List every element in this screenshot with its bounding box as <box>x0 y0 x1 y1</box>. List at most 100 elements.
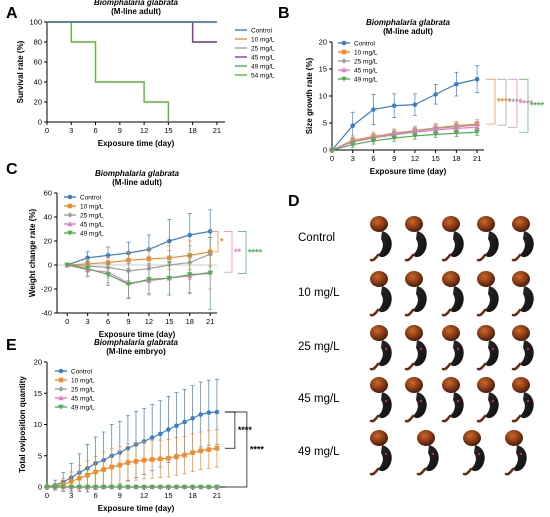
data-point <box>432 132 439 138</box>
data-point <box>149 484 155 490</box>
legend-label: 10 mg/L <box>354 50 378 57</box>
data-point <box>182 452 187 458</box>
data-point <box>165 484 172 490</box>
data-point <box>166 275 173 281</box>
y-tick-label: 10 <box>319 92 327 101</box>
snail-spot <box>526 347 530 351</box>
snail-photo <box>441 271 464 317</box>
x-axis-label: Exposure time (day) <box>98 139 175 148</box>
snail-body <box>485 286 499 313</box>
data-point <box>133 459 139 464</box>
y-tick-label: 10 <box>34 420 42 429</box>
legend-label: 25 mg/L <box>354 59 378 66</box>
snail-foot <box>404 414 415 423</box>
x-tick-label: 18 <box>186 317 194 326</box>
snail-spot <box>431 452 435 456</box>
x-tick-label: 12 <box>140 491 148 500</box>
significance-label: * <box>220 237 224 247</box>
legend-marker <box>58 386 64 392</box>
snail-photo <box>369 271 392 317</box>
snail-spot <box>419 399 423 403</box>
snail-foot <box>441 308 452 317</box>
chart-c: Biomphalaria glabrata(M-line adult) 0 3 6 9 1… <box>28 169 263 339</box>
y-tick-label: 20 <box>319 38 327 47</box>
data-point <box>108 484 115 490</box>
data-point <box>146 277 152 283</box>
data-point <box>412 129 418 135</box>
snail-foot <box>511 414 522 423</box>
significance-bracket <box>519 78 529 133</box>
snail-shell <box>477 325 495 341</box>
snail-photo <box>511 216 534 262</box>
data-point <box>125 460 131 465</box>
panel-letter-d: D <box>288 193 300 210</box>
data-point <box>109 464 115 470</box>
snail-shell <box>477 216 495 232</box>
legend-label: Control <box>80 195 102 202</box>
legend-marker <box>58 368 64 374</box>
snail-body <box>471 445 485 472</box>
x-tick-label: 9 <box>118 126 122 135</box>
snail-foot <box>369 414 380 423</box>
legend-label: 49 mg/L <box>71 405 95 412</box>
x-tick-label: 9 <box>392 154 396 163</box>
snail-foot <box>369 362 380 371</box>
x-axis-label: Exposure time (day) <box>99 330 176 339</box>
data-point <box>100 484 107 490</box>
data-point <box>214 445 220 451</box>
data-point <box>157 484 164 490</box>
snail-body <box>413 231 427 258</box>
data-point <box>391 103 397 109</box>
photo-panel-d: Control 10 mg/L 25 mg/L 45 mg/L 49 mg/L <box>298 216 534 476</box>
significance-label: **** <box>250 445 265 455</box>
legend-label: 49 mg/L <box>80 231 104 238</box>
snail-body <box>520 286 534 313</box>
snail-shell <box>512 377 530 393</box>
snail-foot <box>441 253 452 262</box>
x-axis-label: Exposure time (day) <box>370 167 447 176</box>
data-point <box>370 138 377 144</box>
data-point <box>214 409 220 415</box>
snail-photo <box>476 377 499 423</box>
x-tick-label: 6 <box>371 154 375 163</box>
snail-body <box>425 445 439 472</box>
snail-shell <box>512 216 530 232</box>
data-point <box>198 448 204 454</box>
legend-marker <box>67 194 73 200</box>
snail-body <box>413 340 427 367</box>
significance-label: **** <box>508 97 523 107</box>
series-line <box>67 251 211 266</box>
data-point <box>84 484 91 490</box>
snail-body <box>520 392 534 419</box>
snail-body <box>413 392 427 419</box>
x-tick-label: 21 <box>213 491 221 500</box>
snail-body <box>485 392 499 419</box>
chart-title: Biomphalaria glabrata <box>94 338 179 347</box>
data-point <box>453 125 460 131</box>
x-tick-label: 3 <box>86 317 90 326</box>
data-point <box>52 484 58 490</box>
chart-b: Biomphalaria glabrata(M-line adult) 0 3 6 9 1… <box>305 18 545 176</box>
y-tick-label: 5 <box>323 119 327 128</box>
series-line <box>67 230 211 266</box>
row-label: 45 mg/L <box>298 393 340 405</box>
legend-label: 10 mg/L <box>251 37 275 44</box>
significance-bracket <box>508 78 518 128</box>
panel-letter-a: A <box>6 5 18 22</box>
legend-marker <box>341 76 347 82</box>
x-tick-label: 18 <box>188 126 196 135</box>
significance-bracket <box>224 231 233 273</box>
snail-spot <box>526 399 530 403</box>
snail-photo <box>511 377 534 423</box>
snail-body <box>520 231 534 258</box>
snail-photo <box>404 325 427 371</box>
chart-title: Biomphalaria glabrata <box>94 0 179 7</box>
legend-label: 25 mg/L <box>71 387 95 394</box>
significance-bracket <box>238 231 247 274</box>
snail-body <box>485 340 499 367</box>
series-49-mg-l <box>329 128 480 153</box>
y-tick-label: 40 <box>34 78 42 87</box>
snail-foot <box>462 467 473 476</box>
y-tick-label: 0 <box>48 261 52 270</box>
